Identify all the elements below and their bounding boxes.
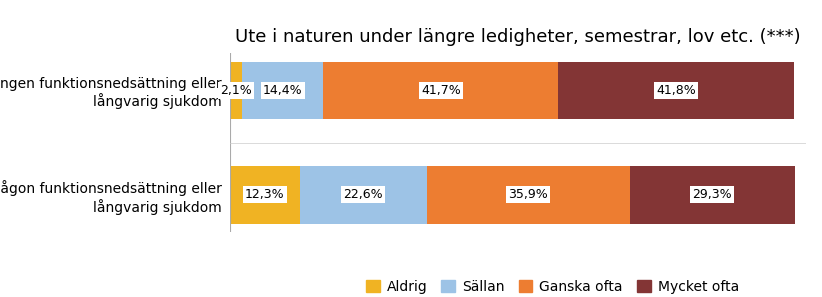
Text: 41,8%: 41,8%	[657, 84, 696, 97]
Text: 22,6%: 22,6%	[344, 188, 383, 201]
Text: 2,1%: 2,1%	[220, 84, 252, 97]
Bar	[323, 61, 558, 119]
Bar	[299, 166, 427, 224]
Bar	[558, 61, 794, 119]
Bar	[242, 61, 323, 119]
Text: 29,3%: 29,3%	[692, 188, 732, 201]
Legend: Aldrig, Sällan, Ganska ofta, Mycket ofta: Aldrig, Sällan, Ganska ofta, Mycket ofta	[360, 274, 745, 297]
Bar	[630, 166, 795, 224]
Text: 14,4%: 14,4%	[263, 84, 302, 97]
Text: 12,3%: 12,3%	[245, 188, 284, 201]
Bar	[427, 166, 630, 224]
Title: Ute i naturen under längre ledigheter, semestrar, lov etc. (***): Ute i naturen under längre ledigheter, s…	[235, 28, 801, 46]
Bar	[230, 61, 242, 119]
Bar	[230, 166, 299, 224]
Text: 41,7%: 41,7%	[421, 84, 461, 97]
Text: 35,9%: 35,9%	[509, 188, 548, 201]
